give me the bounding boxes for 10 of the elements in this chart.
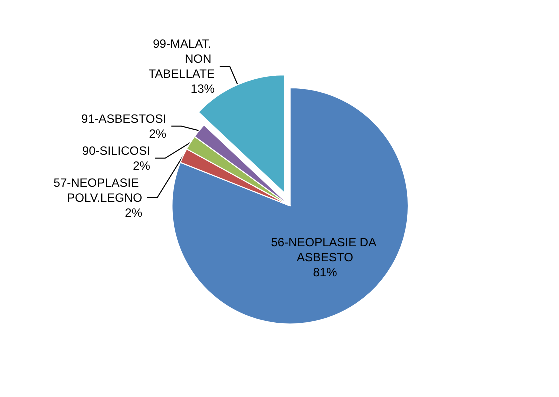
slice-label: 57-NEOPLASIE POLV.LEGNO [54,176,142,205]
data-label: 2% [133,158,151,173]
data-label: 13% [190,82,216,96]
slice-label: 56-NEOPLASIE DA ASBESTO [271,235,380,264]
slice-label: 99-MALAT. NON TABELLATE [148,37,215,82]
data-label: 2% [125,206,143,220]
slice-label: 90-SILICOSI [82,144,150,158]
data-label: 81% [313,265,338,280]
slice-label: 91-ASBESTOSI [81,112,167,126]
data-label: 2% [149,126,167,141]
